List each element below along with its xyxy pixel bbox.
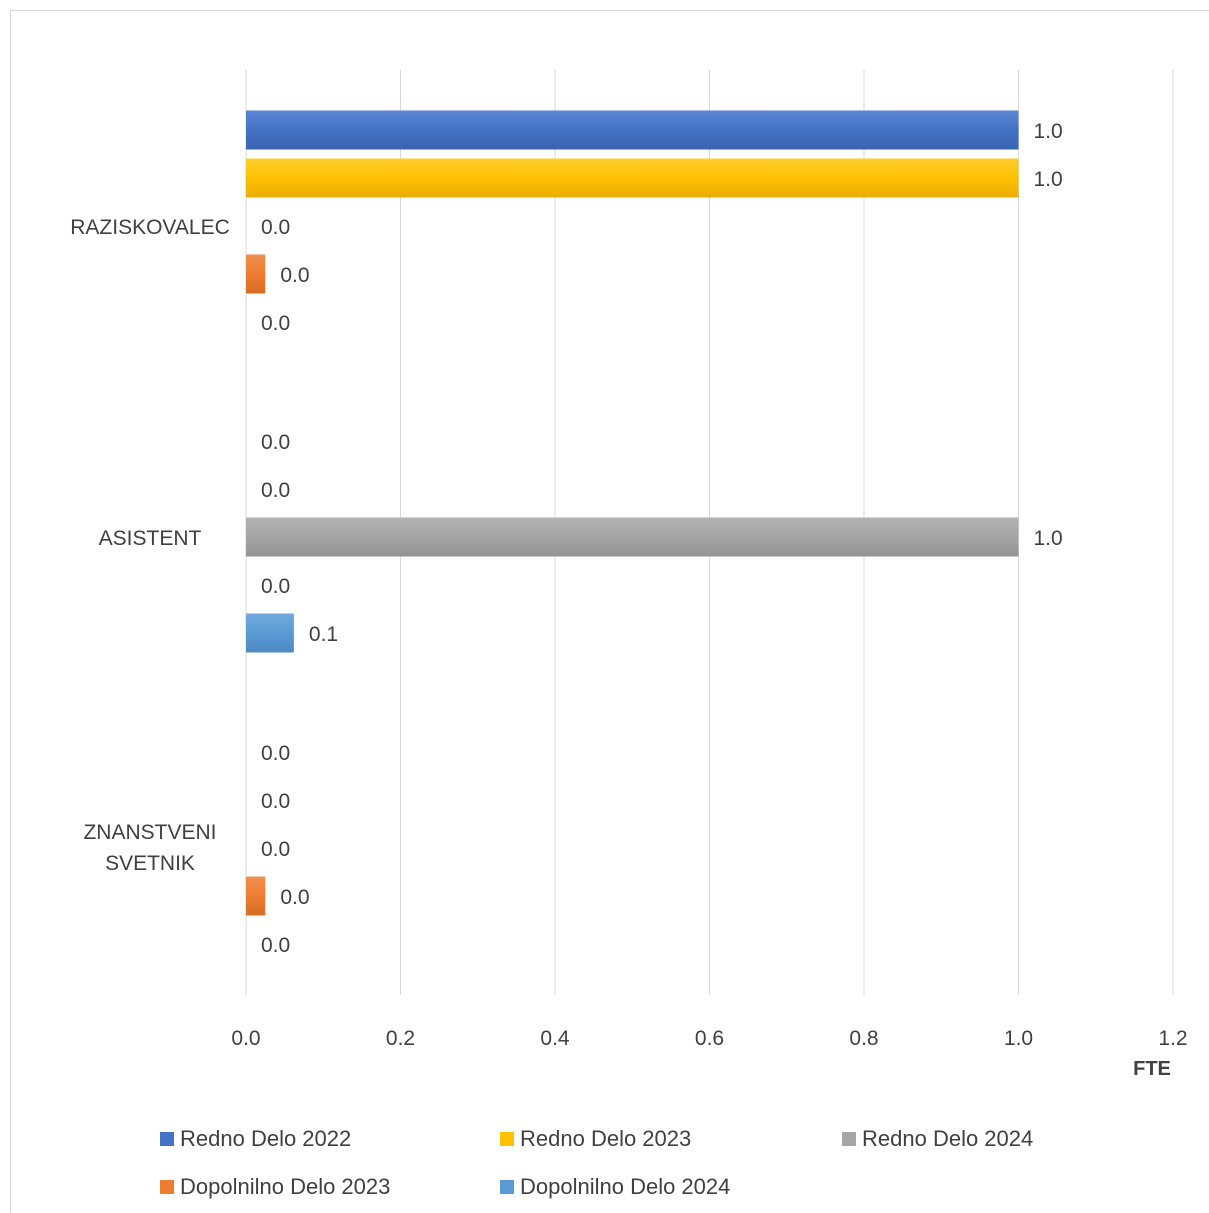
bar xyxy=(246,876,266,916)
x-tick-label: 0.4 xyxy=(540,1027,570,1050)
x-tick-label: 0.0 xyxy=(231,1027,260,1050)
data-label: 0.0 xyxy=(261,479,290,502)
category-label: RAZISKOVALEC xyxy=(70,216,230,239)
data-label: 0.0 xyxy=(261,431,290,454)
bars xyxy=(246,110,1019,916)
bar xyxy=(246,254,266,294)
x-tick-labels: 0.0 0.2 0.4 0.6 0.8 1.0 1.2 xyxy=(231,1027,1187,1050)
data-label: 0.0 xyxy=(261,742,290,765)
bar xyxy=(246,613,294,653)
chart-frame xyxy=(10,10,1209,1213)
x-tick-label: 0.2 xyxy=(386,1027,415,1050)
x-axis-label: FTE xyxy=(1133,1058,1171,1080)
bar xyxy=(246,158,1019,198)
bar xyxy=(246,517,1019,557)
x-tick-label: 1.2 xyxy=(1158,1027,1187,1050)
data-label: 1.0 xyxy=(1034,527,1063,550)
data-label: 0.0 xyxy=(261,838,290,861)
data-labels: 1.0 1.0 0.0 0.0 0.0 0.0 0.0 1.0 0.0 0.1 0.0 0.0 0.0 0… xyxy=(261,120,1063,957)
data-label: 0.0 xyxy=(261,934,290,957)
x-tick-label: 0.6 xyxy=(695,1027,724,1050)
category-label: ZNANSTVENI SVETNIK xyxy=(83,821,216,875)
data-label: 0.0 xyxy=(261,312,290,335)
category-labels: RAZISKOVALEC ASISTENT ZNANSTVENI SVETNIK xyxy=(70,216,230,875)
data-label: 0.0 xyxy=(280,264,309,287)
data-label: 0.0 xyxy=(280,886,309,909)
data-label: 1.0 xyxy=(1034,120,1063,143)
category-label: ASISTENT xyxy=(99,527,202,550)
data-label: 1.0 xyxy=(1034,168,1063,191)
x-tick-label: 1.0 xyxy=(1004,1027,1033,1050)
data-label: 0.0 xyxy=(261,790,290,813)
data-label: 0.1 xyxy=(309,623,338,646)
data-label: 0.0 xyxy=(261,575,290,598)
data-label: 0.0 xyxy=(261,216,290,239)
bar xyxy=(246,110,1019,150)
x-tick-label: 0.8 xyxy=(849,1027,878,1050)
